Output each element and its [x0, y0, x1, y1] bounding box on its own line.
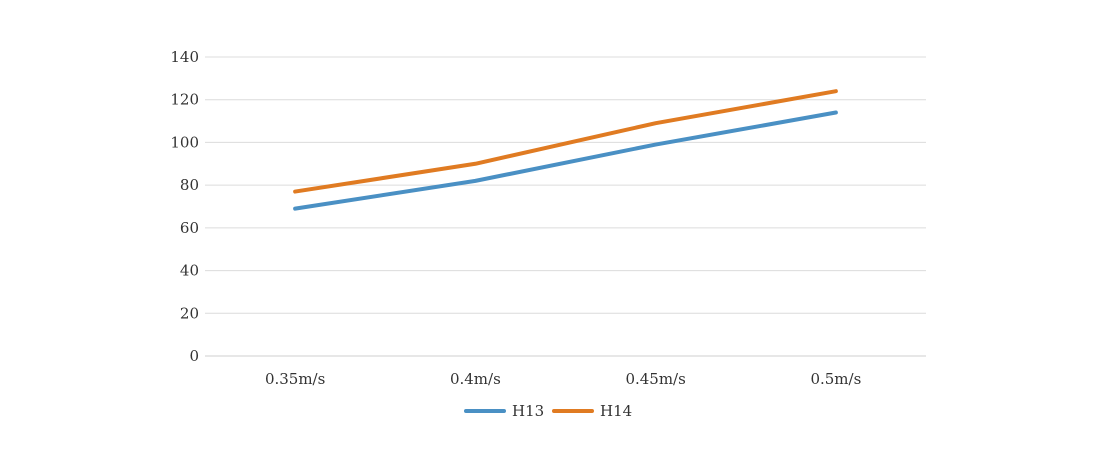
- x-tick-label: 0.4m/s: [450, 370, 501, 388]
- series-lines: [293, 89, 838, 211]
- y-tick-label: 0: [189, 347, 199, 365]
- y-tick-label: 80: [180, 176, 199, 194]
- x-tick-label: 0.5m/s: [810, 370, 861, 388]
- y-tick-label: 100: [170, 133, 199, 151]
- y-tick-label: 20: [180, 304, 199, 322]
- series-line-h14: [293, 89, 838, 194]
- y-tick-label: 60: [180, 219, 199, 237]
- y-tick-label: 40: [180, 262, 199, 280]
- series-line-h13: [293, 110, 838, 211]
- y-axis-tick-labels: 0 20 40 60 80 100 120 140: [170, 48, 199, 365]
- legend-label-h13: H13: [512, 402, 544, 420]
- x-axis-tick-labels: 0.35m/s 0.4m/s 0.45m/s 0.5m/s: [265, 370, 861, 388]
- legend-label-h14: H14: [600, 402, 632, 420]
- y-tick-label: 140: [170, 48, 199, 66]
- legend: H13 H14: [464, 402, 632, 420]
- y-tick-label: 120: [170, 91, 199, 109]
- x-tick-label: 0.45m/s: [625, 370, 685, 388]
- x-tick-label: 0.35m/s: [265, 370, 325, 388]
